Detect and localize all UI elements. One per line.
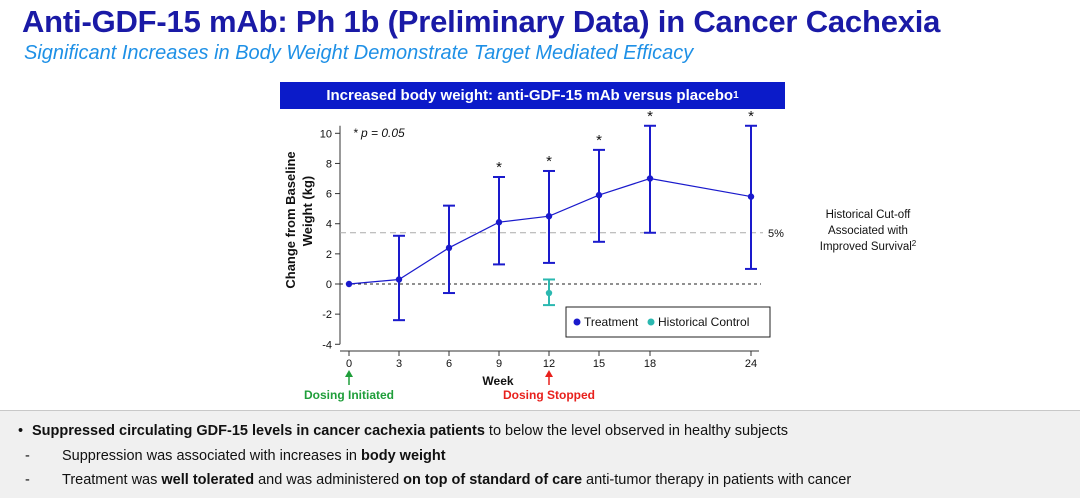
x-tick-label: 6	[446, 358, 452, 370]
summary-panel: • Suppressed circulating GDF-15 levels in…	[0, 410, 1080, 498]
event-arrow-head	[545, 370, 553, 377]
control-point	[545, 289, 553, 297]
bullet-main-rest: to below the level observed in healthy s…	[484, 423, 788, 439]
page-subtitle: Significant Increases in Body Weight Dem…	[24, 42, 694, 64]
treatment-line	[348, 177, 752, 285]
bullet-sub-2-text-a: Treatment was	[62, 472, 162, 488]
bullet-dash: -	[25, 472, 30, 488]
bullet-main-bold: Suppressed circulating GDF-15 levels in …	[32, 423, 485, 439]
legend-treatment-marker	[573, 318, 581, 326]
y-tick-label: 6	[326, 189, 332, 201]
dosing-initiated-label: Dosing Initiated	[304, 388, 394, 402]
body-weight-chart: 10 8 6 4 2 0 -2 -4 0 3 6 9 12 15 18 24 Week Change from B…	[283, 108, 917, 402]
significance-star: *	[647, 108, 653, 125]
significance-star: *	[748, 108, 754, 125]
y-tick-label: 10	[320, 128, 332, 140]
reference-note-line1: Historical Cut-off	[826, 209, 912, 221]
reference-label: 5%	[768, 228, 784, 240]
bullet-sub-2-text-b: and was administered	[254, 472, 404, 488]
legend-control-label: Historical Control	[658, 315, 749, 329]
treatment-point	[646, 175, 654, 182]
legend-treatment-label: Treatment	[584, 315, 639, 329]
bullet-sub-2: - Treatment was well tolerated and was ad…	[25, 472, 852, 488]
treatment-point	[395, 276, 403, 283]
dosing-stopped-label: Dosing Stopped	[503, 388, 595, 402]
significance-star: *	[596, 132, 602, 149]
bullet-sub-2-text-c: anti-tumor therapy in patients with canc…	[582, 472, 852, 488]
y-tick-label: -2	[322, 309, 332, 321]
significance-star: *	[546, 153, 552, 170]
x-tick-label: 24	[745, 358, 757, 370]
y-tick-label: 0	[326, 279, 332, 291]
y-axis-title-line2: Weight (kg)	[300, 176, 315, 247]
y-axis-title-line1: Change from Baseline	[283, 151, 298, 288]
legend-control-marker	[647, 318, 655, 326]
y-tick-label: -4	[322, 339, 332, 351]
p-value-annotation: * p = 0.05	[353, 126, 405, 140]
bullet-main: • Suppressed circulating GDF-15 levels in…	[18, 423, 788, 439]
bullet-sub-1-text: Suppression was associated with increase…	[62, 448, 362, 464]
x-tick-label: 3	[396, 358, 402, 370]
y-tick-label: 2	[326, 249, 332, 261]
chart-banner: Increased body weight: anti-GDF-15 mAb v…	[280, 82, 785, 109]
y-tick-label: 4	[326, 219, 332, 231]
bullet-dot: •	[18, 423, 24, 439]
x-tick-label: 0	[346, 358, 352, 370]
legend-box	[565, 306, 771, 338]
treatment-point	[595, 191, 603, 199]
reference-note-footnote: 2	[912, 239, 917, 248]
treatment-point	[495, 219, 503, 226]
reference-note-line2: Associated with	[828, 225, 908, 237]
significance-star: *	[496, 159, 502, 176]
x-tick-label: 12	[543, 358, 555, 370]
x-tick-label: 18	[644, 358, 656, 370]
treatment-point	[545, 212, 553, 220]
banner-text: Increased body weight: anti-GDF-15 mAb v…	[326, 87, 734, 104]
bullet-sub-2-bold-1: well tolerated	[161, 472, 255, 488]
event-arrow-head	[345, 370, 353, 377]
treatment-point	[445, 244, 453, 252]
bullet-dash: -	[25, 448, 30, 464]
x-axis-title: Week	[482, 374, 513, 388]
bullet-sub-2-bold-2: on top of standard of care	[403, 472, 583, 488]
treatment-point	[747, 193, 755, 200]
treatment-point	[345, 280, 353, 288]
bullet-sub-1: - Suppression was associated with increas…	[25, 448, 446, 464]
page-title: Anti-GDF-15 mAb: Ph 1b (Preliminary Data…	[22, 4, 941, 39]
y-tick-label: 8	[326, 158, 332, 170]
banner-footnote: 1	[733, 90, 739, 101]
bullet-sub-1-bold: body weight	[361, 448, 446, 464]
reference-note-line3: Improved Survival2	[820, 239, 917, 253]
x-tick-label: 9	[496, 358, 502, 370]
x-tick-label: 15	[593, 358, 605, 370]
